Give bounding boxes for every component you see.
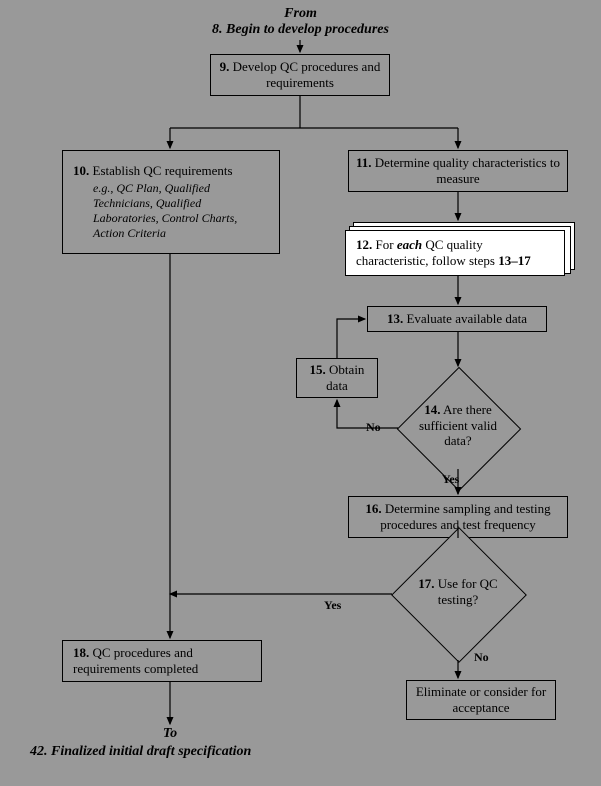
node-eliminate-text: Eliminate or consider for acceptance — [413, 684, 549, 717]
header-from: From — [0, 6, 601, 22]
node-15-text: 15. Obtain data — [303, 362, 371, 395]
node-15: 15. Obtain data — [296, 358, 378, 398]
label-yes-17: Yes — [324, 598, 341, 613]
node-12-text: 12. For each QC quality characteristic, … — [356, 237, 554, 270]
footer-to: To — [0, 726, 340, 742]
header-from-step: 8. Begin to develop procedures — [0, 22, 601, 38]
node-18: 18. QC procedures and requirements compl… — [62, 640, 262, 682]
from-label: From — [284, 6, 317, 21]
node-11-text: 11. Determine quality characteristics to… — [355, 155, 561, 188]
node-eliminate: Eliminate or consider for acceptance — [406, 680, 556, 720]
node-12: 12. For each QC quality characteristic, … — [345, 230, 565, 276]
node-13-text: 13. Evaluate available data — [387, 311, 527, 327]
node-11: 11. Determine quality characteristics to… — [348, 150, 568, 192]
footer-to-step: 42. Finalized initial draft specificatio… — [30, 744, 251, 760]
node-18-text: 18. QC procedures and requirements compl… — [73, 645, 251, 678]
node-9-text: 9. Develop QC procedures and requirement… — [217, 59, 383, 92]
node-10-sub: e.g., QC Plan, Qualified Technicians, Qu… — [73, 181, 269, 241]
from-step: 8. Begin to develop procedures — [212, 22, 389, 37]
node-9: 9. Develop QC procedures and requirement… — [210, 54, 390, 96]
label-yes-14: Yes — [442, 472, 459, 487]
node-10: 10. Establish QC requirements e.g., QC P… — [62, 150, 280, 254]
label-no-17: No — [474, 650, 489, 665]
label-no-14: No — [366, 420, 381, 435]
node-10-title: 10. Establish QC requirements — [73, 163, 233, 179]
node-13: 13. Evaluate available data — [367, 306, 547, 332]
